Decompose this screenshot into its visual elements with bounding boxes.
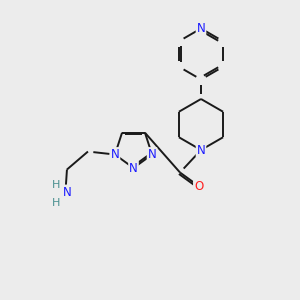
Text: N: N bbox=[129, 161, 138, 175]
Text: N: N bbox=[196, 143, 206, 157]
Text: H: H bbox=[52, 197, 60, 208]
Text: N: N bbox=[63, 185, 71, 199]
Text: O: O bbox=[194, 179, 203, 193]
Text: N: N bbox=[196, 22, 206, 35]
Text: N: N bbox=[111, 148, 119, 161]
Text: H: H bbox=[52, 180, 60, 190]
Text: N: N bbox=[148, 148, 156, 161]
